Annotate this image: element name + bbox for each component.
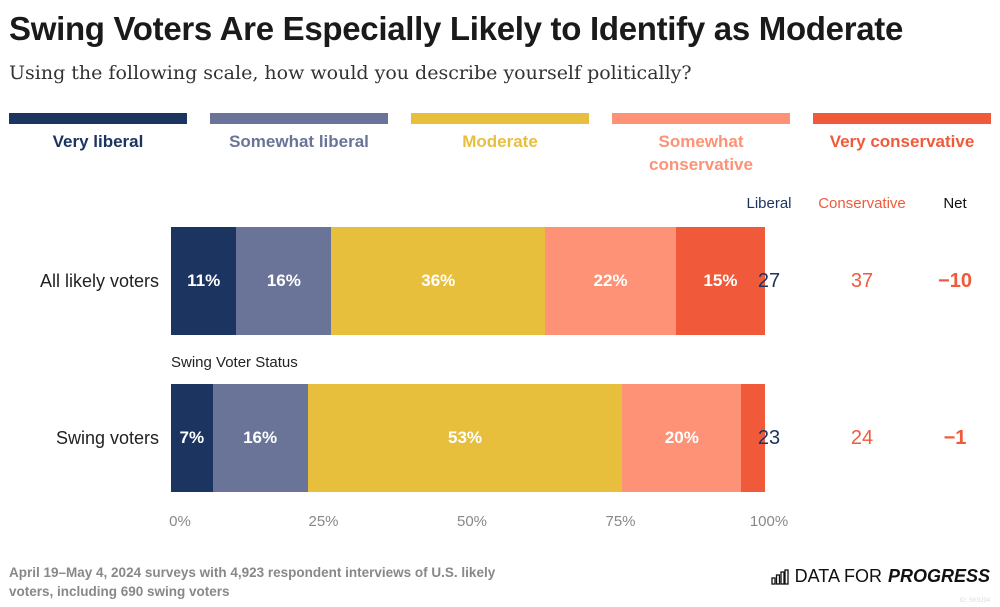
legend-item: Very conservative <box>813 113 991 153</box>
legend-label: Very liberal <box>52 132 144 151</box>
data-label: 22% <box>593 271 628 290</box>
liberal-value: 27 <box>757 270 781 292</box>
bar-segment <box>741 384 765 492</box>
logo-text-progress: PROGRESS <box>887 566 990 586</box>
legend-label: Somewhat liberal <box>229 132 369 151</box>
x-tick-label: 50% <box>456 513 488 530</box>
bar-segment: 22% <box>545 227 676 335</box>
conservative-value: 24 <box>850 427 874 449</box>
net-header: Net <box>943 195 967 212</box>
row-label: All likely voters <box>39 271 159 291</box>
bar-segment: 53% <box>307 384 623 492</box>
legend-swatch <box>9 113 187 124</box>
legend-swatch <box>411 113 589 124</box>
legend-label: Somewhat conservative <box>649 132 753 174</box>
bar-segment: 16% <box>236 227 332 335</box>
bar-segment: 15% <box>675 227 765 335</box>
bar-segment: 20% <box>622 384 742 492</box>
legend-label: Moderate <box>462 132 538 151</box>
data-label: 7% <box>179 428 205 447</box>
bar-segment: 36% <box>331 227 546 335</box>
bar-segment: 7% <box>171 384 213 492</box>
liberal-value: 23 <box>757 427 781 449</box>
chart-id: ID: SK9J94 <box>959 598 990 604</box>
data-label: 11% <box>187 271 221 290</box>
data-label: 15% <box>703 271 738 290</box>
x-tick-label: 25% <box>308 513 339 530</box>
conservative-value: 37 <box>850 270 874 292</box>
legend-swatch <box>210 113 388 124</box>
legend-swatch <box>612 113 790 124</box>
conservative-header: Conservative <box>818 195 906 212</box>
data-label: 16% <box>243 428 278 447</box>
data-label: 36% <box>421 271 456 290</box>
x-tick-label: 75% <box>605 513 636 530</box>
bar-segment: 11% <box>171 227 237 335</box>
data-label: 53% <box>448 428 483 447</box>
logo-text-data-for: DATA FOR <box>794 566 882 586</box>
group-label: Swing Voter Status <box>171 354 298 371</box>
data-label: 16% <box>266 271 301 290</box>
footnote: April 19–May 4, 2024 surveys with 4,923 … <box>9 565 496 599</box>
legend-item: Moderate <box>411 113 589 153</box>
legend-label: Very conservative <box>829 132 975 151</box>
liberal-header: Liberal <box>746 195 792 212</box>
legend-item: Somewhat conservative <box>612 113 790 176</box>
data-label: 20% <box>664 428 699 447</box>
legend-swatch <box>813 113 991 124</box>
chart-subtitle: Using the following scale, how would you… <box>9 62 692 84</box>
x-tick-label: 0% <box>169 513 191 530</box>
logo: DATA FOR PROGRESS <box>770 566 990 587</box>
bar-segment: 16% <box>212 384 308 492</box>
bar-chart-icon <box>770 568 789 585</box>
net-value: −10 <box>938 270 972 292</box>
x-tick-label: 100% <box>749 513 789 530</box>
legend-item: Somewhat liberal <box>210 113 388 153</box>
row-label: Swing voters <box>55 428 159 448</box>
chart-title: Swing Voters Are Especially Likely to Id… <box>9 10 904 47</box>
net-value: −1 <box>943 427 967 449</box>
legend-item: Very liberal <box>9 113 187 153</box>
